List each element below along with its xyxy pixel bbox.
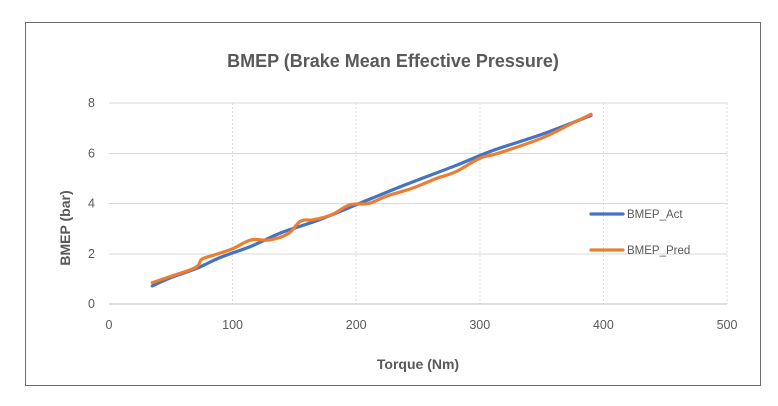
plot-series bbox=[150, 112, 593, 288]
y-tick-label-4: 8 bbox=[88, 96, 95, 110]
x-tick-label-3: 300 bbox=[469, 318, 490, 332]
x-tick-label-1: 100 bbox=[222, 318, 243, 332]
legend: BMEP_Act BMEP_Pred bbox=[589, 209, 690, 257]
chart-title: BMEP (Brake Mean Effective Pressure) bbox=[227, 51, 559, 71]
y-axis-title: BMEP (bar) bbox=[57, 190, 73, 265]
series-line-BMEP_Pred bbox=[150, 112, 593, 285]
series-line-BMEP_Act bbox=[150, 113, 593, 288]
x-axis-title: Torque (Nm) bbox=[377, 356, 459, 372]
x-tick-label-0: 0 bbox=[106, 318, 113, 332]
legend-label-BMEP_Pred: BMEP_Pred bbox=[627, 245, 690, 257]
x-tick-label-4: 400 bbox=[593, 318, 614, 332]
legend-label-BMEP_Act: BMEP_Act bbox=[627, 209, 683, 221]
y-tick-label-3: 6 bbox=[88, 146, 95, 160]
x-tick-label-5: 500 bbox=[717, 318, 738, 332]
gridlines bbox=[109, 102, 728, 305]
y-tick-label-2: 4 bbox=[88, 197, 95, 211]
y-tick-label-1: 2 bbox=[88, 247, 95, 261]
chart-frame: BMEP (Brake Mean Effective Pressure) 0 10… bbox=[25, 22, 761, 386]
y-tick-label-0: 0 bbox=[88, 297, 95, 311]
tick-labels: 0 100 200 300 400 500 0 2 4 6 8 bbox=[88, 96, 737, 332]
chart-canvas: BMEP (Brake Mean Effective Pressure) 0 10… bbox=[57, 51, 737, 372]
x-tick-label-2: 200 bbox=[346, 318, 367, 332]
